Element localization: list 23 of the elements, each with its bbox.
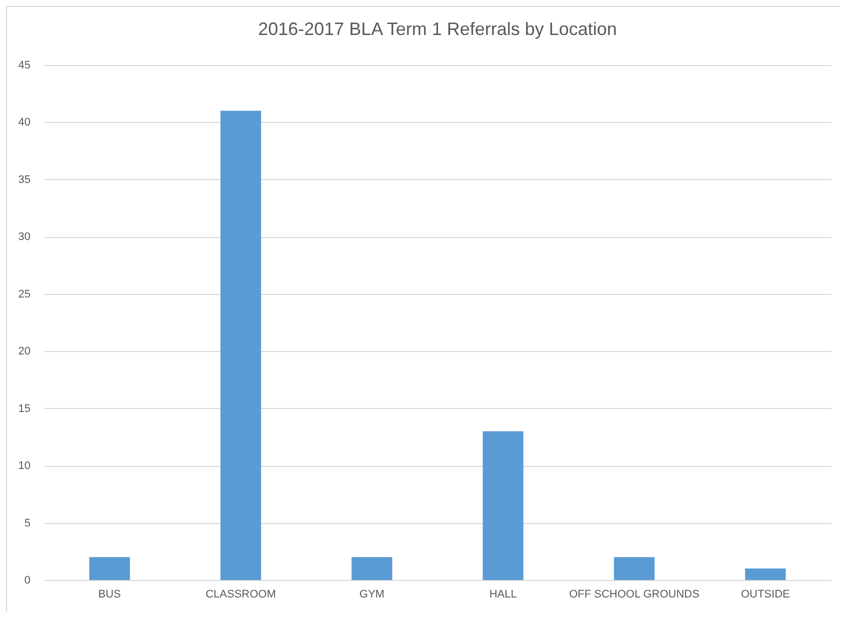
x-tick-label: GYM (359, 588, 384, 600)
bar (745, 568, 786, 580)
x-tick-label: OUTSIDE (740, 588, 790, 600)
bar (220, 110, 262, 580)
x-tick-label: CLASSROOM (206, 588, 276, 600)
y-tick-label: 35 (18, 174, 30, 186)
x-tick-label: BUS (98, 588, 121, 600)
y-tick-label: 5 (24, 517, 30, 530)
y-tick-label: 30 (18, 231, 30, 244)
y-tick-label: 20 (18, 346, 30, 358)
bar (614, 557, 655, 580)
bar (352, 557, 392, 580)
y-tick-label: 45 (18, 60, 30, 72)
bar (89, 557, 130, 580)
x-tick-label: OFF SCHOOL GROUNDS (569, 588, 700, 600)
y-tick-label: 0 (24, 574, 30, 586)
y-tick-label: 25 (18, 288, 30, 300)
x-tick-label: HALL (489, 588, 517, 600)
chart-title: 2016-2017 BLA Term 1 Referrals by Location (258, 19, 617, 39)
y-tick-label: 10 (18, 460, 30, 472)
y-tick-label: 15 (18, 402, 30, 415)
bar (482, 431, 524, 580)
y-tick-label: 40 (18, 116, 30, 129)
